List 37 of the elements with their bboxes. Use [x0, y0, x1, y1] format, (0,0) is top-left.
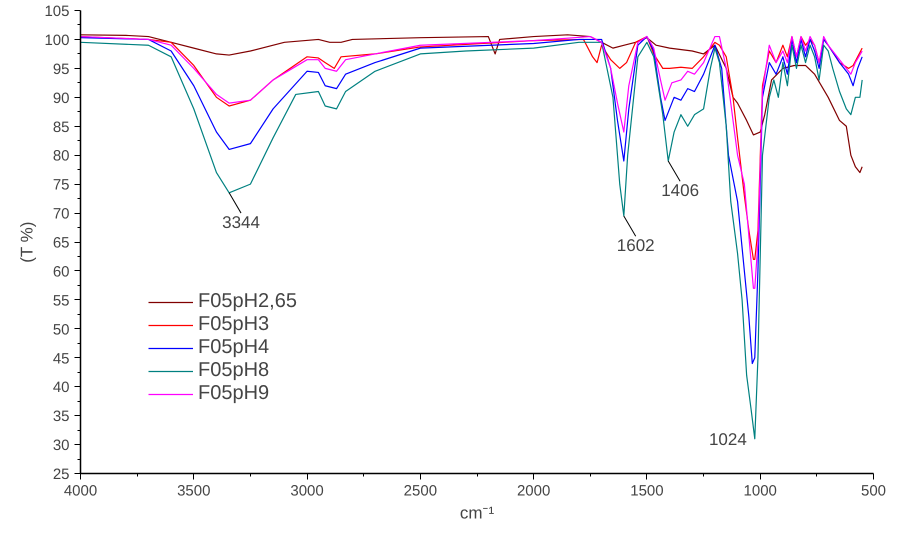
- x-tick-label: 2000: [516, 482, 550, 500]
- legend-label: F05pH9: [198, 382, 270, 405]
- y-tick-label: 95: [52, 60, 70, 78]
- line-series: [80, 34, 863, 174]
- y-tick-label: 105: [44, 3, 70, 20]
- legend-label: F05pH4: [198, 336, 270, 359]
- y-tick-label: 50: [52, 321, 70, 338]
- y-tick-label: 55: [52, 292, 70, 310]
- y-tick-label: 60: [52, 263, 70, 280]
- legend-label: F05pH2,65: [198, 290, 297, 313]
- y-tick-label: 85: [52, 118, 70, 136]
- y-tick-label: 40: [52, 379, 70, 396]
- annotation: 1024: [708, 430, 747, 449]
- annotation: 3344: [222, 213, 260, 232]
- y-tick-label: 80: [52, 148, 70, 165]
- x-tick-label: 4000: [64, 482, 98, 500]
- legend-label: F05pH8: [198, 359, 270, 382]
- y-tick-label: 90: [52, 90, 70, 107]
- y-tick-label: 75: [52, 176, 70, 194]
- y-tick-label: 35: [52, 408, 70, 426]
- y-axis-title: (T %): [17, 222, 36, 263]
- x-tick-label: 2500: [404, 482, 438, 500]
- y-tick-label: 65: [52, 234, 70, 252]
- annotation: 1406: [661, 181, 700, 200]
- legend-label: F05pH3: [198, 313, 270, 336]
- y-tick-label: 30: [52, 437, 70, 454]
- annotation: 1602: [616, 236, 655, 256]
- x-tick-label: 3500: [177, 482, 210, 500]
- x-tick-label: 1000: [744, 482, 777, 500]
- x-tick-label: 500: [860, 482, 886, 500]
- x-tick-label: 1500: [630, 482, 664, 500]
- x-tick-label: 3000: [290, 482, 324, 500]
- y-tick-label: 70: [52, 206, 70, 223]
- y-tick-label: 45: [52, 350, 70, 368]
- y-tick-label: 100: [44, 32, 70, 49]
- x-axis-title: cm⁻¹: [460, 504, 494, 522]
- y-tick-label: 25: [52, 466, 70, 483]
